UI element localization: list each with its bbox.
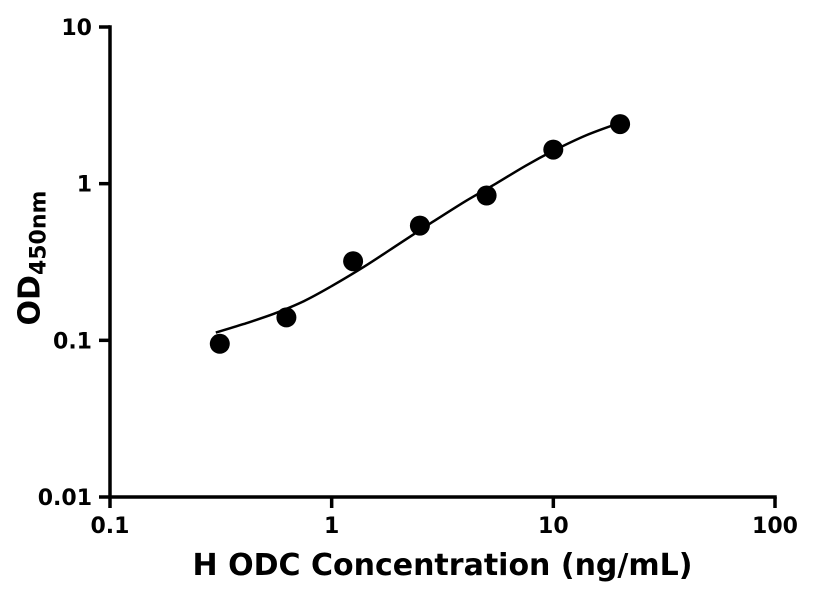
- axes: [108, 25, 777, 499]
- x-tick-label: 0.1: [91, 514, 130, 539]
- data-point: [610, 114, 631, 135]
- y-axis-title: OD450nm: [12, 191, 52, 326]
- y-tick-label: 0.1: [53, 329, 92, 354]
- x-axis-title: H ODC Concentration (ng/mL): [192, 548, 693, 583]
- data-point: [343, 251, 364, 272]
- y-tick-label: 1: [77, 173, 92, 198]
- data-point: [209, 333, 230, 354]
- y-axis-title-main: OD: [12, 275, 48, 326]
- data-point: [543, 139, 564, 160]
- data-point: [476, 185, 497, 206]
- x-tick-label: 1: [324, 514, 339, 539]
- data-point: [276, 307, 297, 328]
- x-tick-label: 10: [538, 514, 569, 539]
- data-point: [409, 215, 430, 236]
- y-tick-label: 10: [61, 16, 92, 41]
- y-tick-label: 0.01: [38, 486, 92, 511]
- x-tick-label: 100: [752, 514, 798, 539]
- y-axis-title-subscript: 450nm: [26, 190, 52, 276]
